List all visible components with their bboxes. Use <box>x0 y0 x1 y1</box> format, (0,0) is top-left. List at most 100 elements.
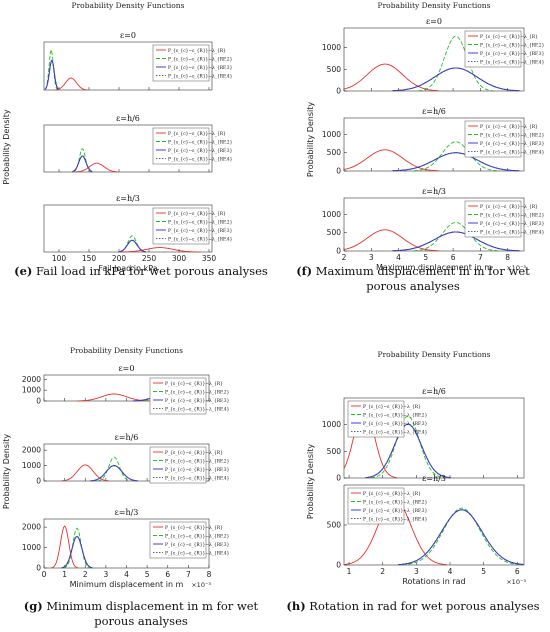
pdf-curve-blue <box>118 239 146 253</box>
caption-text: Maximum displacement in m for wet porous… <box>315 264 530 293</box>
panel-label: ε=0 <box>120 31 136 40</box>
y-tick-label: 1000 <box>322 130 341 139</box>
legend-box <box>152 127 210 165</box>
panel-label: ε=0 <box>119 364 135 373</box>
legend: P_{ε_{c}−ε_{R}}−λ_{R} P_{ε_{c}−ε_{R}}−λ_{… <box>347 400 428 438</box>
x-tick-label: 7 <box>186 570 191 579</box>
legend-box <box>464 30 522 68</box>
caption-h: (h) Rotation in rad for wet porous analy… <box>282 599 544 614</box>
legend: P_{ε_{c}−ε_{R}}−λ_{R} P_{ε_{c}−ε_{R}}−λ_{… <box>464 200 545 238</box>
legend: P_{ε_{c}−ε_{R}}−λ_{R} P_{ε_{c}−ε_{R}}−λ_{… <box>149 377 230 415</box>
legend-label: P_{ε_{c}−ε_{R}}−λ_{R} <box>480 205 538 210</box>
legend-box <box>149 521 207 559</box>
subplot-g-0: ε=0 0 1000 2000 P_{ε_{c}−ε_{R}}−λ_{R}P_{ε_{c… <box>22 364 230 415</box>
x-tick-label: 200 <box>112 254 127 263</box>
subplot-e-0: ε=0P_{ε_{c}−ε_{R}}−λ_{R}P_{ε_{c}−ε_{R}}−… <box>43 31 233 91</box>
x-tick-label: 6 <box>165 570 170 579</box>
legend: P_{ε_{c}−ε_{R}}−λ_{R} P_{ε_{c}−ε_{R}}−λ_{… <box>152 127 233 165</box>
x-tick-label: 8 <box>207 570 212 579</box>
y-tick-label: 2000 <box>22 375 41 384</box>
caption-text: Fail load in kPa for wet porous analyses <box>36 264 268 278</box>
legend-label: P_{ε_{c}−ε_{R}}−λ_{RF,4} <box>363 431 428 436</box>
y-tick-label: 0 <box>36 397 41 406</box>
subplot-f-2: ε=h/3 0 500 1000 2 3 4 5 6 7 8 P_{ε_{c}−ε_{R}}−λ_{R… <box>322 187 545 262</box>
x-tick-label: 150 <box>82 254 97 263</box>
y-tick-label: 2000 <box>22 446 41 455</box>
legend-label: P_{ε_{c}−ε_{R}}−λ_{RF,3} <box>363 509 428 514</box>
y-tick-label: 1000 <box>22 386 41 395</box>
legend-label: P_{ε_{c}−ε_{R}}−λ_{RF,4} <box>480 151 545 156</box>
x-axis-label: Maximum displacement in m <box>376 263 492 272</box>
x-tick-label: 3 <box>369 253 374 262</box>
pdf-curve-red <box>75 162 118 173</box>
y-tick-label: 500 <box>327 148 342 157</box>
x-axis-exponent: ×10⁻³ <box>506 264 526 272</box>
legend-box <box>464 120 522 158</box>
legend-label: P_{ε_{c}−ε_{R}}−λ_{RF,3} <box>165 399 230 404</box>
x-axis-label: Rotations in rad <box>402 577 465 586</box>
y-tick-label: 0 <box>36 564 41 573</box>
caption-e: (e) Fail load in kPa for wet porous anal… <box>10 264 272 279</box>
y-tick-label: 500 <box>327 521 342 530</box>
y-tick-label: 1000 <box>322 43 341 52</box>
pdf-curve-blue <box>44 59 60 90</box>
pdf-curve-red <box>343 229 439 252</box>
pdf-curve-green <box>413 141 499 172</box>
legend-label: P_{ε_{c}−ε_{R}}−λ_{RF,4} <box>363 518 428 523</box>
pdf-curve-green <box>370 415 445 479</box>
legend-box <box>347 487 405 525</box>
axes-box <box>43 41 213 91</box>
legend-label: P_{ε_{c}−ε_{R}}−λ_{RF,3} <box>168 229 233 234</box>
panel-label: ε=h/3 <box>422 187 446 196</box>
legend-label: P_{ε_{c}−ε_{R}}−λ_{RF,3} <box>363 422 428 427</box>
legend-label: P_{ε_{c}−ε_{R}}−λ_{RF,3} <box>168 66 233 71</box>
legend-label: P_{ε_{c}−ε_{R}}−λ_{RF,2} <box>168 141 233 146</box>
pdf-curve-gray <box>365 423 451 479</box>
chart-f: Probability Density Functions Probability… <box>306 1 545 272</box>
legend-label: P_{ε_{c}−ε_{R}}−λ_{RF,4} <box>168 158 233 163</box>
pdf-curve-red <box>343 149 439 172</box>
legend-box <box>152 207 210 245</box>
pdf-curve-gray <box>398 509 525 565</box>
x-axis-exponent: ×10⁻³ <box>191 581 211 589</box>
x-tick-label: 350 <box>202 254 217 263</box>
legend-label: P_{ε_{c}−ε_{R}}−λ_{R} <box>480 125 538 130</box>
x-tick-label: 8 <box>505 253 510 262</box>
legend-label: P_{ε_{c}−ε_{R}}−λ_{R} <box>165 526 223 531</box>
legend-box <box>464 200 522 238</box>
legend-label: P_{ε_{c}−ε_{R}}−λ_{RF,2} <box>480 134 545 139</box>
caption-letter: (g) <box>23 599 43 613</box>
legend: P_{ε_{c}−ε_{R}}−λ_{R} P_{ε_{c}−ε_{R}}−λ_{… <box>152 44 233 82</box>
legend-box <box>152 44 210 82</box>
legend-label: P_{ε_{c}−ε_{R}}−λ_{RF,3} <box>165 468 230 473</box>
pdf-curve-gray <box>61 535 93 569</box>
x-axis-label: Minimum displacement in m <box>70 580 184 589</box>
axes-box <box>43 124 213 173</box>
subplot-h-0: ε=h/605001000P_{ε_{c}−ε_{R}}−λ_{R}P_{ε_{… <box>322 387 525 483</box>
legend-label: P_{ε_{c}−ε_{R}}−λ_{R} <box>168 49 226 54</box>
y-tick-label: 0 <box>336 561 341 570</box>
panel-label: ε=h/6 <box>422 107 446 116</box>
x-tick-label: 0 <box>42 570 47 579</box>
legend-label: P_{ε_{c}−ε_{R}}−λ_{RF,2} <box>168 221 233 226</box>
y-tick-label: 0 <box>336 167 341 176</box>
x-tick-label: 100 <box>52 254 67 263</box>
legend-label: P_{ε_{c}−ε_{R}}−λ_{RF,3} <box>480 52 545 57</box>
pdf-curve-red <box>51 525 79 569</box>
x-tick-label: 4 <box>124 570 129 579</box>
legend: P_{ε_{c}−ε_{R}}−λ_{R} P_{ε_{c}−ε_{R}}−λ_{… <box>347 487 428 525</box>
x-tick-label: 300 <box>172 254 187 263</box>
pdf-curve-gray <box>392 67 520 92</box>
legend-label: P_{ε_{c}−ε_{R}}−λ_{RF,2} <box>480 214 545 219</box>
panel-label: ε=h/3 <box>115 508 139 517</box>
legend-label: P_{ε_{c}−ε_{R}}−λ_{RF,4} <box>168 238 233 243</box>
y-tick-label: 1000 <box>322 420 341 429</box>
subplot-e-1: ε=h/6P_{ε_{c}−ε_{R}}−λ_{R}P_{ε_{c}−ε_{R}… <box>43 114 233 173</box>
pdf-curve-gray <box>392 152 520 172</box>
y-tick-label: 1000 <box>322 210 341 219</box>
y-axis-label: Probability Density <box>306 444 315 520</box>
x-tick-label: 2 <box>83 570 88 579</box>
legend-label: P_{ε_{c}−ε_{R}}−λ_{R} <box>168 212 226 217</box>
legend-label: P_{ε_{c}−ε_{R}}−λ_{RF,2} <box>165 460 230 465</box>
